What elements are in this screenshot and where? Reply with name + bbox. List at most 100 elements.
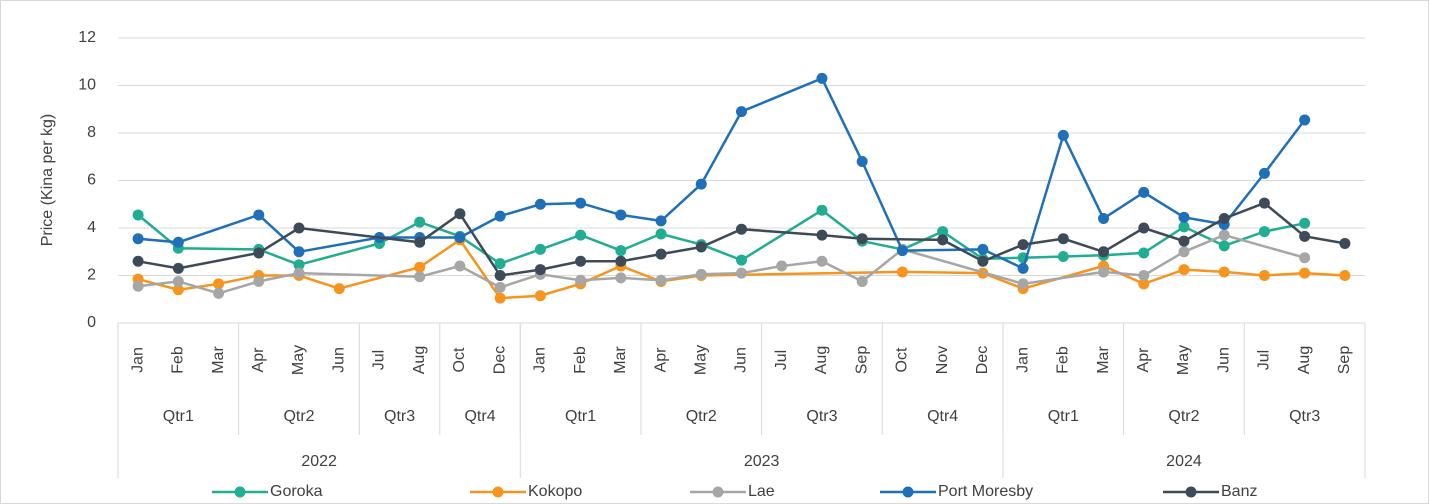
quarters-label: Qtr3: [1289, 408, 1320, 425]
point: [1138, 222, 1150, 234]
point: [655, 215, 667, 227]
point: [896, 266, 908, 278]
y-axis-label: Price (Kina per kg): [39, 114, 56, 247]
point: [213, 278, 225, 290]
x-tick-label: Jul: [773, 350, 790, 370]
point: [655, 228, 667, 240]
years-label: 2024: [1166, 453, 1202, 470]
point: [575, 255, 587, 267]
point: [132, 255, 144, 267]
x-tick-label: Aug: [813, 346, 830, 374]
x-tick-label: Oct: [894, 347, 911, 372]
y-tick-label: 2: [87, 267, 96, 284]
x-tick-label: Apr: [1135, 347, 1152, 373]
series-line: [137, 201, 1346, 277]
legend-label: Port Moresby: [938, 483, 1033, 500]
point: [776, 260, 788, 272]
legend-swatch: [902, 486, 914, 498]
point: [1178, 264, 1190, 276]
years-label: 2022: [301, 453, 337, 470]
x-tick-label: Apr: [250, 347, 267, 373]
point: [1299, 217, 1311, 229]
y-tick-label: 0: [87, 314, 96, 331]
quarters-label: Qtr1: [1048, 408, 1079, 425]
x-tick-label: Jun: [1215, 347, 1232, 373]
x-tick-label: Jul: [1256, 350, 1273, 370]
point: [333, 283, 345, 295]
point: [1098, 266, 1110, 278]
point: [1138, 278, 1150, 290]
point: [816, 229, 828, 241]
point: [1017, 262, 1029, 274]
point: [494, 270, 506, 281]
point: [615, 245, 627, 257]
point: [856, 156, 868, 167]
legend-label: Lae: [748, 483, 775, 500]
point: [293, 259, 305, 271]
point: [736, 223, 747, 235]
point: [293, 222, 305, 234]
point: [856, 275, 868, 287]
point: [937, 234, 949, 246]
point: [132, 280, 144, 292]
legend-label: Goroka: [270, 483, 323, 500]
point: [1218, 266, 1230, 278]
point: [1218, 213, 1230, 224]
point: [575, 229, 587, 241]
point: [414, 261, 426, 273]
point: [494, 258, 506, 270]
point: [1299, 114, 1311, 126]
point: [1098, 213, 1110, 224]
x-tick-label: Feb: [572, 346, 589, 374]
point: [1258, 226, 1270, 238]
point: [575, 274, 587, 286]
point: [534, 243, 546, 255]
years-label: 2023: [744, 453, 780, 470]
point: [1178, 211, 1190, 223]
point: [695, 178, 707, 190]
point: [414, 216, 426, 228]
x-tick-label: Mar: [1095, 346, 1112, 374]
point: [937, 226, 949, 238]
point: [1258, 197, 1270, 209]
point: [494, 210, 506, 222]
point: [414, 271, 426, 283]
quarters-label: Qtr1: [565, 408, 596, 425]
point: [534, 198, 546, 210]
point: [896, 245, 908, 257]
x-tick-label: Sep: [853, 346, 870, 375]
point: [615, 255, 627, 267]
point: [977, 255, 989, 267]
point: [615, 209, 627, 221]
point: [172, 262, 184, 274]
legend-label: Banz: [1221, 483, 1257, 500]
point: [736, 106, 747, 118]
legend-swatch: [1185, 486, 1197, 498]
point: [293, 267, 305, 279]
quarters-label: Qtr2: [283, 408, 314, 425]
point: [655, 274, 667, 286]
point: [534, 290, 546, 302]
x-tick-label: Aug: [1296, 346, 1313, 374]
point: [1178, 246, 1190, 258]
point: [816, 72, 828, 84]
point: [414, 236, 426, 248]
x-tick-label: Sep: [1336, 346, 1353, 375]
x-tick-label: May: [692, 345, 709, 375]
x-tick-label: Jul: [371, 350, 388, 370]
point: [615, 272, 627, 284]
point: [1339, 237, 1351, 249]
quarters-label: Qtr1: [163, 408, 194, 425]
x-tick-label: May: [1175, 345, 1192, 375]
x-tick-label: May: [290, 345, 307, 375]
point: [816, 255, 828, 267]
point: [454, 208, 466, 220]
point: [253, 275, 265, 287]
x-tick-label: Jan: [129, 347, 146, 373]
legend-label: Kokopo: [528, 483, 582, 500]
point: [1017, 278, 1029, 290]
point: [816, 204, 828, 216]
point: [1098, 246, 1110, 258]
legend-swatch: [492, 486, 504, 498]
x-tick-label: Jun: [330, 347, 347, 373]
